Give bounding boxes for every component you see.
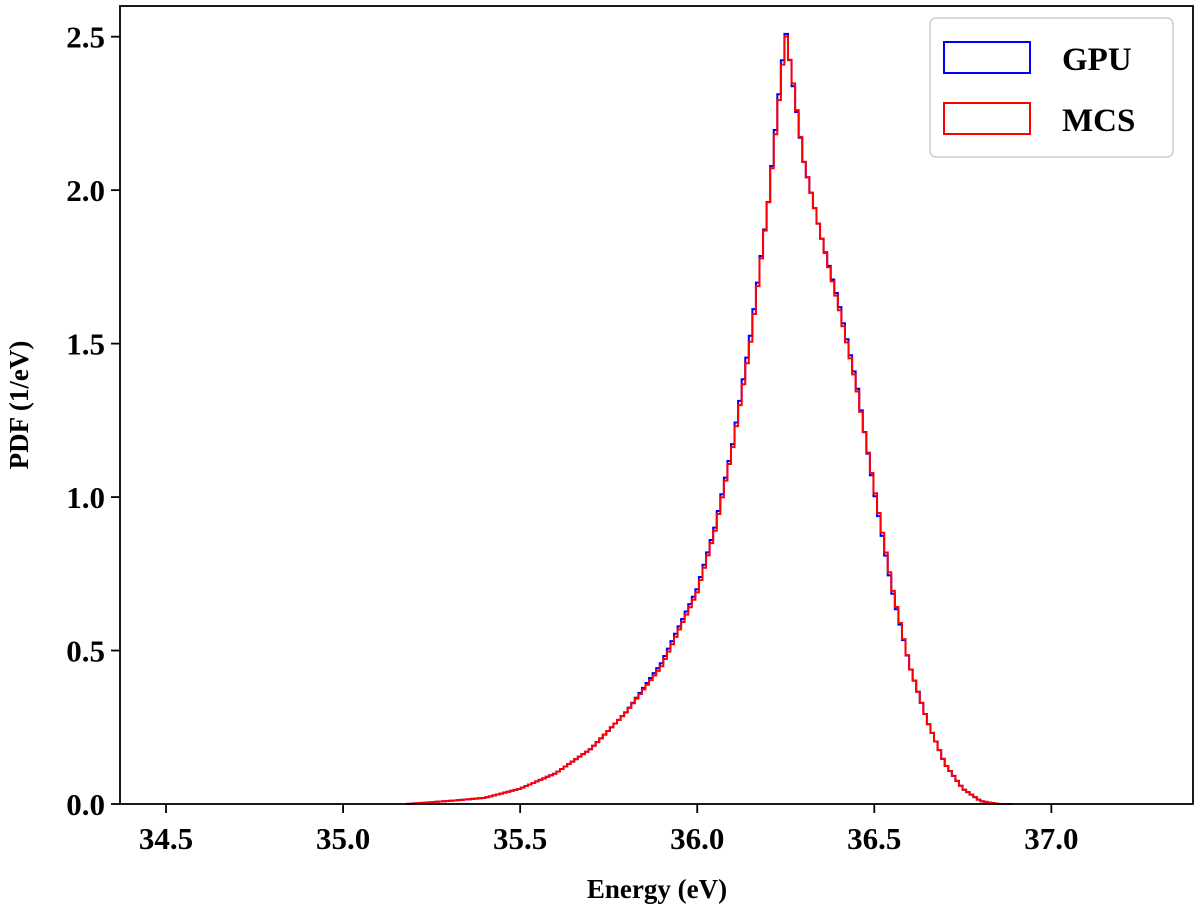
x-tick-label: 34.5 — [139, 821, 193, 856]
y-tick-label: 1.0 — [66, 480, 105, 515]
x-tick-label: 36.5 — [847, 821, 901, 856]
y-tick-label: 0.0 — [66, 787, 105, 822]
legend-swatch-mcs — [943, 102, 1031, 135]
series-line-mcs — [405, 35, 1013, 805]
y-axis-label: PDF (1/eV) — [4, 341, 34, 470]
legend-swatch-gpu — [943, 41, 1031, 74]
x-tick-label: 35.5 — [493, 821, 547, 856]
legend: GPU MCS — [929, 17, 1174, 158]
legend-frame — [929, 17, 1174, 158]
x-tick-label: 35.0 — [316, 821, 370, 856]
plot-frame — [119, 5, 1194, 805]
x-tick-label: 37.0 — [1024, 821, 1078, 856]
y-axis-ticks: 0.0 0.5 1.0 1.5 2.0 2.5 — [66, 20, 120, 822]
y-tick-label: 2.0 — [66, 173, 105, 208]
x-axis-label: Energy (eV) — [587, 874, 727, 904]
legend-label-gpu: GPU — [1062, 42, 1132, 78]
x-axis-ticks: 34.5 35.0 35.5 36.0 36.5 37.0 — [139, 804, 1078, 856]
y-tick-label: 0.5 — [66, 634, 105, 669]
x-tick-label: 36.0 — [670, 821, 724, 856]
y-tick-label: 2.5 — [66, 20, 105, 55]
y-tick-label: 1.5 — [66, 327, 105, 362]
legend-label-mcs: MCS — [1062, 103, 1135, 139]
series-layer — [405, 32, 1013, 805]
